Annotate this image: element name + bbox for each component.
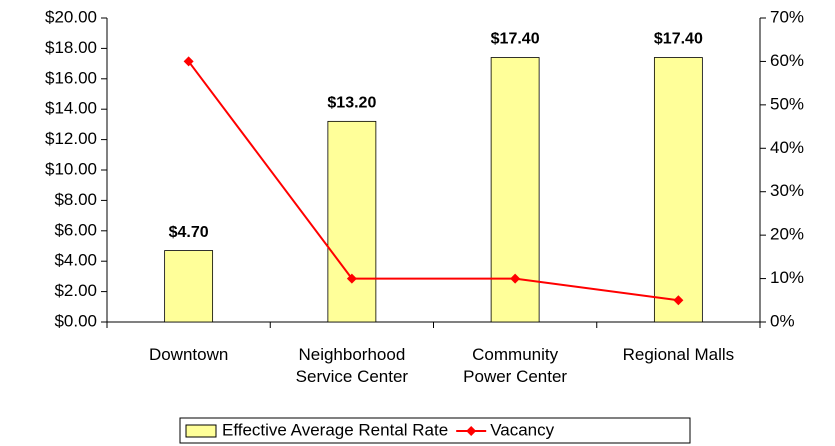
legend-label: Vacancy [490, 420, 554, 439]
bar-label: $4.70 [169, 224, 209, 241]
x-tick-label: Neighborhood Service Center [295, 345, 409, 386]
y2-tick-label: 70% [770, 7, 804, 26]
y2-tick-label: 50% [770, 94, 804, 113]
line [187, 60, 679, 302]
y-tick-label: $20.00 [45, 7, 97, 26]
y2-tick-label: 60% [770, 51, 804, 70]
y-tick-label: $16.00 [45, 68, 97, 87]
y2-tick-label: 10% [770, 268, 804, 287]
legend-swatch [185, 424, 217, 438]
x-tick-label: Regional Malls [622, 345, 735, 364]
marker [510, 273, 521, 284]
y-tick-label: $0.00 [54, 311, 97, 330]
y-tick-label: $14.00 [45, 99, 97, 118]
bar-label: $17.40 [491, 31, 540, 48]
marker [346, 273, 357, 284]
bar [653, 57, 703, 323]
y2-tick-label: 40% [770, 138, 804, 157]
y-tick-label: $8.00 [54, 190, 97, 209]
bar [164, 250, 214, 323]
bar [327, 120, 377, 323]
y2-tick-label: 30% [770, 181, 804, 200]
marker [673, 295, 684, 306]
x-tick-label: Downtown [148, 345, 229, 364]
bar-label: $13.20 [327, 95, 376, 112]
y-tick-label: $10.00 [45, 159, 97, 178]
y-tick-label: $6.00 [54, 220, 97, 239]
legend-marker [466, 426, 477, 436]
marker [183, 56, 194, 67]
bar-label: $17.40 [654, 31, 703, 48]
x-tick-label: Community Power Center [463, 345, 568, 386]
y-tick-label: $12.00 [45, 129, 97, 148]
legend-box [179, 417, 691, 444]
y2-tick-label: 0% [770, 311, 795, 330]
y2-tick-label: 20% [770, 225, 804, 244]
y-tick-label: $2.00 [54, 281, 97, 300]
legend-label: Effective Average Rental Rate [222, 420, 448, 439]
y-tick-label: $18.00 [45, 38, 97, 57]
y-tick-label: $4.00 [54, 251, 97, 270]
